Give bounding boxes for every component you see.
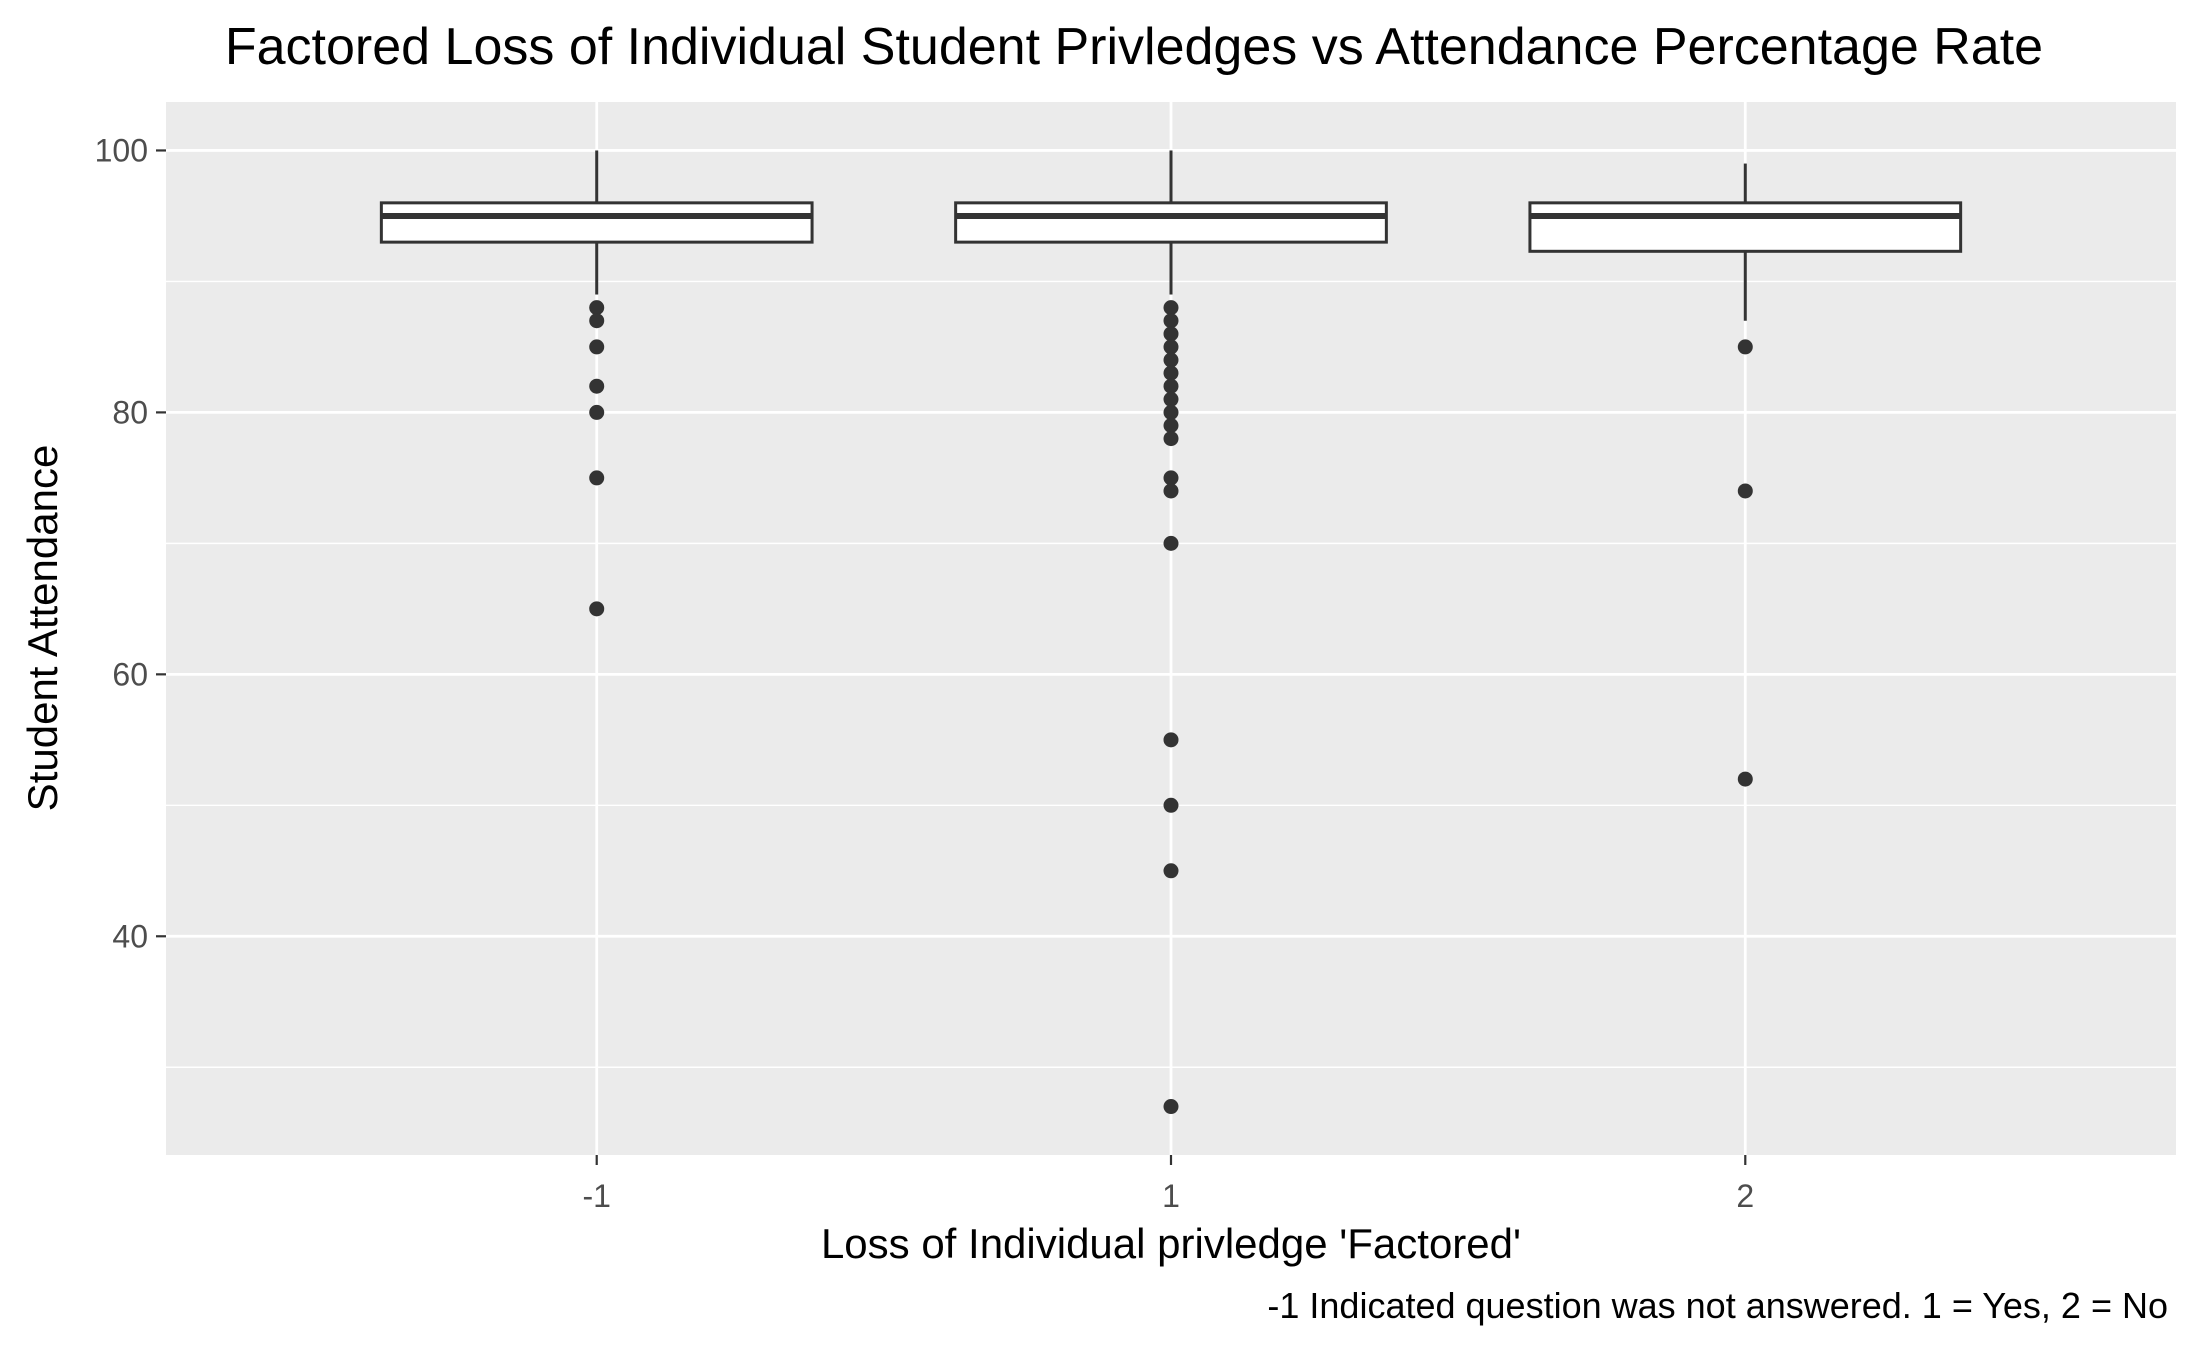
outlier-point — [1163, 863, 1179, 879]
y-tick-label-100: 100 — [95, 132, 148, 168]
box-group-1 — [954, 150, 1388, 1115]
x-tick-label--1: -1 — [582, 1178, 610, 1214]
outlier-point — [1163, 326, 1179, 342]
y-tick-label-40: 40 — [112, 918, 148, 954]
outlier-point — [1163, 313, 1179, 329]
outlier-point — [1163, 417, 1179, 433]
outlier-point — [1163, 483, 1179, 499]
outlier-point — [1163, 339, 1179, 355]
y-axis-title: Student Attendance — [19, 445, 66, 812]
outlier-point — [1163, 732, 1179, 748]
box-iqr — [954, 201, 1388, 244]
outlier-point — [1163, 352, 1179, 368]
boxes — [379, 150, 1963, 1115]
outlier-point — [589, 339, 605, 355]
outlier-point — [589, 313, 605, 329]
box-iqr — [379, 201, 814, 244]
outlier-point — [589, 404, 605, 420]
outlier-point — [1163, 797, 1179, 813]
box-group-2 — [1528, 163, 1963, 787]
box-iqr — [1528, 201, 1963, 253]
x-axis-title: Loss of Individual privledge 'Factored' — [821, 1220, 1521, 1267]
outlier-point — [1163, 404, 1179, 420]
box-group--1 — [379, 150, 814, 617]
outlier-point — [1163, 378, 1179, 394]
chart-title: Factored Loss of Individual Student Priv… — [225, 18, 2043, 76]
outlier-point — [1163, 391, 1179, 407]
outlier-point — [1163, 535, 1179, 551]
outlier-point — [1163, 431, 1179, 447]
outlier-point — [1737, 339, 1753, 355]
outlier-point — [589, 378, 605, 394]
y-tick-label-60: 60 — [112, 656, 148, 692]
outlier-point — [1163, 1099, 1179, 1115]
outlier-point — [1737, 771, 1753, 787]
chart-caption: -1 Indicated question was not answered. … — [1267, 1285, 2168, 1326]
outlier-point — [589, 300, 605, 316]
outlier-point — [1163, 300, 1179, 316]
y-tick-label-80: 80 — [112, 394, 148, 430]
axes: 40 60 80 100 -1 1 2 — [95, 132, 1755, 1214]
outlier-point — [589, 601, 605, 617]
outlier-point — [589, 470, 605, 486]
x-tick-label-2: 2 — [1736, 1178, 1754, 1214]
outlier-point — [1737, 483, 1753, 499]
outlier-point — [1163, 365, 1179, 381]
x-tick-label-1: 1 — [1162, 1178, 1180, 1214]
outlier-point — [1163, 470, 1179, 486]
